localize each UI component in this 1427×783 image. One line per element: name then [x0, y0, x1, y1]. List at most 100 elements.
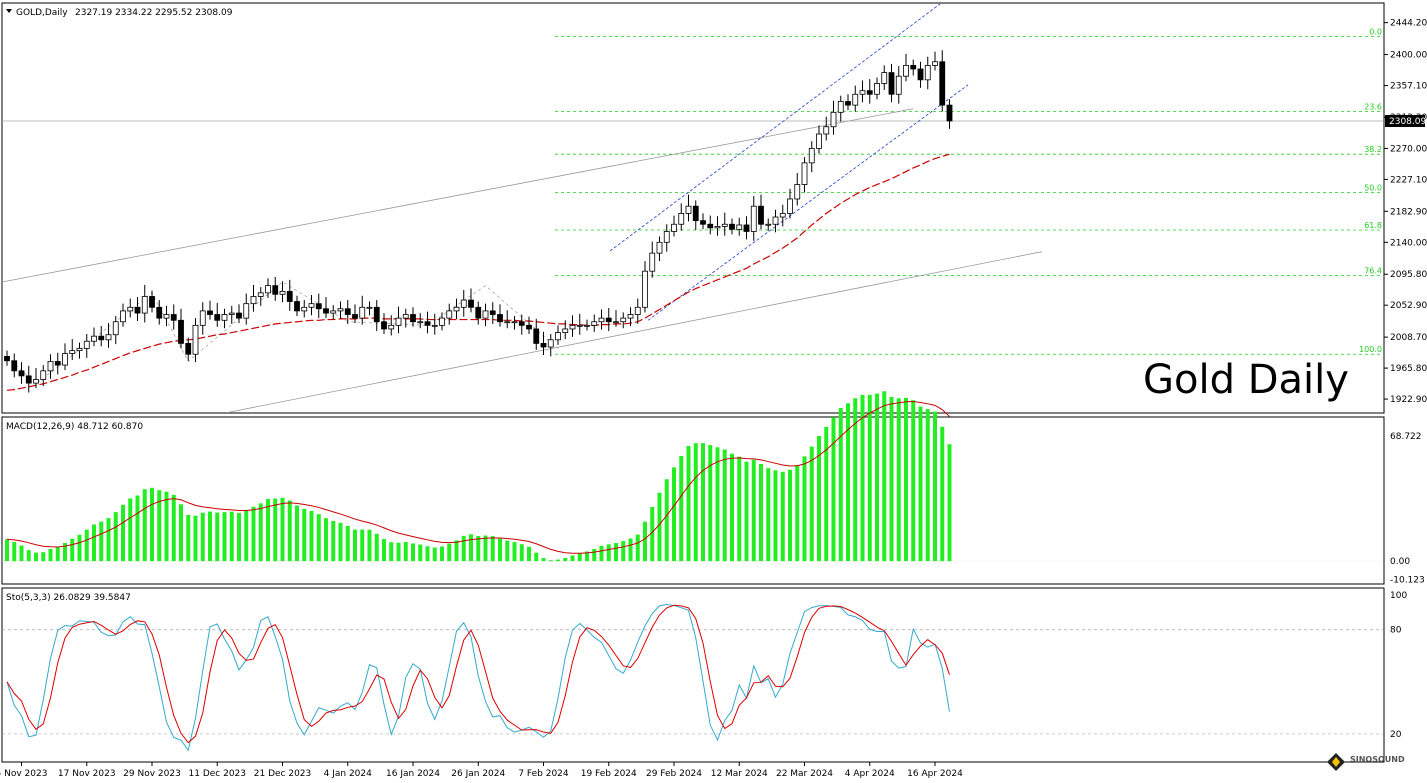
candle-body	[808, 148, 815, 164]
candle-body	[627, 314, 634, 319]
price-tick-label: 2270.00	[1390, 144, 1427, 154]
candle-body	[323, 308, 329, 314]
macd-bar	[628, 538, 633, 562]
candle-body	[482, 310, 489, 319]
macd-bar	[534, 552, 539, 562]
candle-body	[366, 306, 373, 309]
macd-bar	[664, 479, 669, 562]
macd-bar	[266, 499, 270, 562]
candle-body	[874, 83, 880, 95]
macd-bar	[229, 511, 234, 562]
macd-bar	[273, 498, 278, 562]
price-tick-label: 2140.00	[1390, 238, 1427, 248]
time-tick-label: 16 Apr 2024	[907, 769, 963, 779]
candle-body	[120, 310, 126, 323]
price-axis: 2444.202400.002357.102313.302270.002227.…	[1384, 19, 1427, 405]
time-tick-label: 26 Jan 2024	[451, 769, 505, 779]
candle-body	[547, 339, 554, 348]
candle-body	[294, 301, 300, 312]
macd-bar	[715, 447, 720, 562]
time-tick-label: 11 Dec 2023	[189, 769, 247, 779]
macd-bar	[447, 543, 452, 562]
candle-body	[881, 72, 888, 84]
candle-body	[888, 72, 895, 95]
macd-bar	[411, 543, 415, 562]
macd-bar	[12, 542, 17, 562]
chart-menu-triangle-icon[interactable]	[6, 9, 12, 13]
time-tick-label: 17 Nov 2023	[58, 769, 116, 779]
candle-body	[243, 303, 250, 319]
time-tick-label: 29 Feb 2024	[646, 769, 702, 779]
candle-body	[279, 291, 286, 295]
upper-trend-line	[1, 108, 914, 283]
macd-bar	[860, 394, 865, 562]
candle-body	[47, 361, 54, 372]
time-tick-label: 7 Feb 2024	[518, 769, 569, 779]
candle-body	[707, 223, 714, 229]
macd-bar	[48, 549, 53, 562]
stochastic-indicator: 100 80 20	[2, 591, 1407, 752]
sto-tick-label: 20	[1390, 730, 1402, 740]
candle-body	[352, 314, 358, 319]
sto-tick-label: 80	[1390, 626, 1402, 636]
candle-body	[620, 317, 627, 323]
candle-body	[750, 205, 757, 232]
macd-bar	[302, 508, 307, 562]
macd-bar	[853, 398, 858, 562]
macd-bar	[875, 393, 879, 562]
candle-body	[685, 205, 692, 214]
candle-body	[772, 216, 779, 225]
macd-bar	[360, 529, 365, 562]
macd-bar	[179, 504, 183, 562]
macd-bar	[693, 443, 698, 562]
candles	[4, 50, 953, 393]
macd-bar	[469, 534, 473, 562]
candle-body	[91, 335, 97, 342]
brand-logo: SINOSOUND	[1327, 753, 1405, 771]
macd-bar	[476, 536, 481, 562]
candle-body	[54, 361, 61, 366]
macd-bar	[585, 551, 589, 562]
macd-bar	[817, 435, 821, 562]
time-tick-label: 4 Apr 2024	[845, 769, 895, 779]
candle-body	[700, 220, 706, 225]
candle-body	[446, 310, 453, 319]
current-price-tag	[1385, 114, 1425, 127]
candle-body	[852, 93, 859, 106]
candle-body	[105, 334, 112, 341]
candle-body	[11, 360, 18, 372]
candle-body	[932, 61, 938, 66]
macd-bar	[577, 553, 582, 562]
candle-body	[663, 231, 670, 243]
candle-body	[692, 205, 699, 222]
candle-body	[453, 306, 460, 312]
time-tick-label: 4 Jan 2024	[324, 769, 372, 779]
candle-body	[381, 321, 387, 330]
macd-bar	[643, 521, 647, 562]
channel-upper-line	[609, 3, 941, 252]
candle-body	[388, 324, 395, 330]
macd-bar	[933, 411, 937, 562]
macd-bar	[896, 398, 901, 562]
macd-bar	[367, 529, 372, 562]
candle-body	[431, 324, 438, 327]
price-tick-label: 2052.90	[1390, 301, 1427, 311]
macd-bar	[795, 465, 800, 562]
candle-body	[671, 223, 677, 232]
macd-bar	[295, 505, 299, 562]
candle-body	[236, 312, 242, 319]
macd-bar	[599, 545, 604, 562]
price-tick-label: 2008.70	[1390, 333, 1427, 343]
macd-bar	[708, 445, 713, 562]
time-tick-label: 21 Dec 2023	[254, 769, 312, 779]
candle-body	[257, 292, 264, 297]
candle-body	[845, 101, 851, 106]
candle-body	[903, 64, 909, 77]
candle-body	[98, 335, 105, 341]
candle-body	[895, 75, 902, 95]
macd-bar	[418, 544, 423, 562]
macd-bar	[324, 518, 328, 562]
price-tick-label: 2182.90	[1390, 207, 1427, 217]
candle-body	[127, 306, 134, 312]
candle-body	[816, 133, 822, 149]
